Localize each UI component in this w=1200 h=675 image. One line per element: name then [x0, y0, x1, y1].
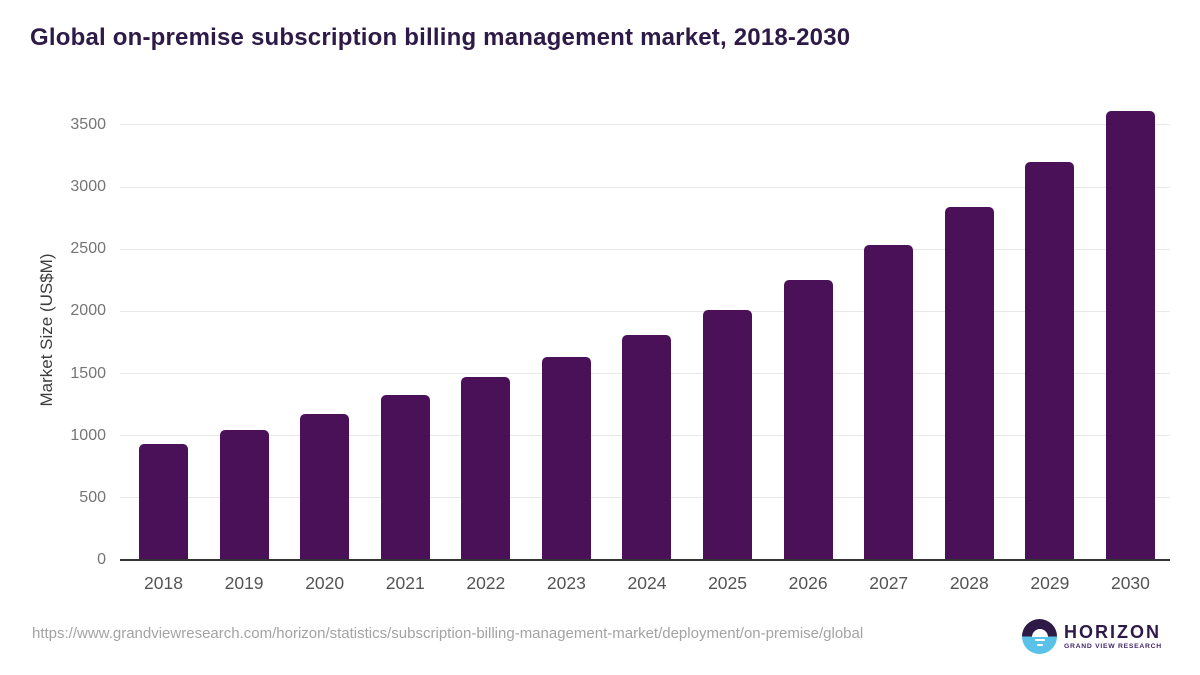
y-tick-label-0: 0 [97, 551, 106, 568]
x-tick-label-2022: 2022 [466, 573, 506, 593]
bar-2023 [541, 357, 591, 560]
gridline-3000 [120, 186, 1170, 188]
bar-cell-2021: 2021 [380, 100, 430, 593]
logo-sub-brand: GRAND VIEW RESEARCH [1064, 642, 1162, 650]
bar-cell-2020: 2020 [300, 100, 350, 593]
bar-2020 [300, 413, 350, 560]
logo-brand-name: HORIZON [1064, 621, 1161, 642]
bar-cell-2023: 2023 [541, 100, 591, 593]
bar-2018 [139, 444, 188, 560]
bar-cell-2028: 2028 [944, 100, 994, 593]
bar-2024 [622, 334, 672, 560]
x-tick-label-2019: 2019 [224, 573, 264, 593]
x-tick-label-2020: 2020 [305, 573, 345, 593]
bar-cell-2024: 2024 [622, 100, 672, 593]
logo-text: HORIZON GRAND VIEW RESEARCH [1064, 623, 1162, 651]
x-axis-line [120, 559, 1170, 561]
gridline-2000 [120, 310, 1170, 312]
plot-area: 2018 2019 2020 2021 2022 2023 2024 2025 2026 2027… [70, 100, 1170, 593]
sun-reflection-line [1034, 638, 1045, 641]
source-url: https://www.grandviewresearch.com/horizo… [32, 625, 864, 642]
x-tick-label-2018: 2018 [144, 573, 183, 593]
y-tick-label-2000: 2000 [70, 302, 106, 320]
bar-cell-2019: 2019 [219, 100, 269, 593]
bar-2026 [783, 280, 833, 560]
x-tick-label-2021: 2021 [385, 573, 425, 593]
bar-cell-2022: 2022 [461, 100, 511, 593]
bar-2021 [380, 394, 430, 560]
bar-cell-2030: 2030 [1105, 100, 1155, 593]
y-axis-title: Market Size (US$M) [37, 253, 56, 407]
x-tick-label-2025: 2025 [708, 573, 748, 593]
bar-2028 [944, 206, 994, 560]
y-tick-label-1500: 1500 [70, 364, 106, 382]
bar-2027 [864, 245, 914, 560]
bar-cell-2018: 2018 [139, 100, 188, 593]
x-tick-label-2027: 2027 [869, 573, 909, 593]
bar-2029 [1025, 162, 1075, 560]
x-tick-label-2026: 2026 [788, 573, 828, 593]
horizon-sunset-circle-icon [1022, 619, 1057, 654]
bar-cell-2026: 2026 [783, 100, 833, 593]
y-tick-label-3500: 3500 [70, 115, 106, 133]
x-tick-label-2023: 2023 [546, 573, 586, 593]
gridline-3500 [120, 124, 1170, 126]
sun-shape [1031, 628, 1048, 637]
bar-cell-2029: 2029 [1025, 100, 1075, 593]
sun-reflection-line [1036, 643, 1043, 646]
bar-2022 [461, 377, 511, 560]
bars-container: 2018 2019 2020 2021 2022 2023 2024 2025 2026 2027… [120, 100, 1170, 593]
horizon-logo: HORIZON GRAND VIEW RESEARCH [1022, 619, 1162, 654]
bar-2030 [1105, 111, 1155, 560]
bar-cell-2025: 2025 [703, 100, 753, 593]
y-tick-label-3000: 3000 [70, 178, 106, 196]
x-tick-label-2030: 2030 [1110, 573, 1150, 593]
gridline-2500 [120, 248, 1170, 250]
chart-title: Global on-premise subscription billing m… [30, 24, 851, 51]
bar-2019 [219, 430, 269, 560]
y-tick-label-2500: 2500 [70, 240, 106, 258]
bar-2025 [703, 309, 753, 560]
x-tick-label-2029: 2029 [1030, 573, 1070, 593]
x-tick-label-2024: 2024 [627, 573, 667, 593]
bar-cell-2027: 2027 [864, 100, 914, 593]
y-tick-label-500: 500 [79, 488, 106, 506]
x-tick-label-2028: 2028 [949, 573, 989, 593]
y-tick-label-1000: 1000 [70, 426, 106, 444]
